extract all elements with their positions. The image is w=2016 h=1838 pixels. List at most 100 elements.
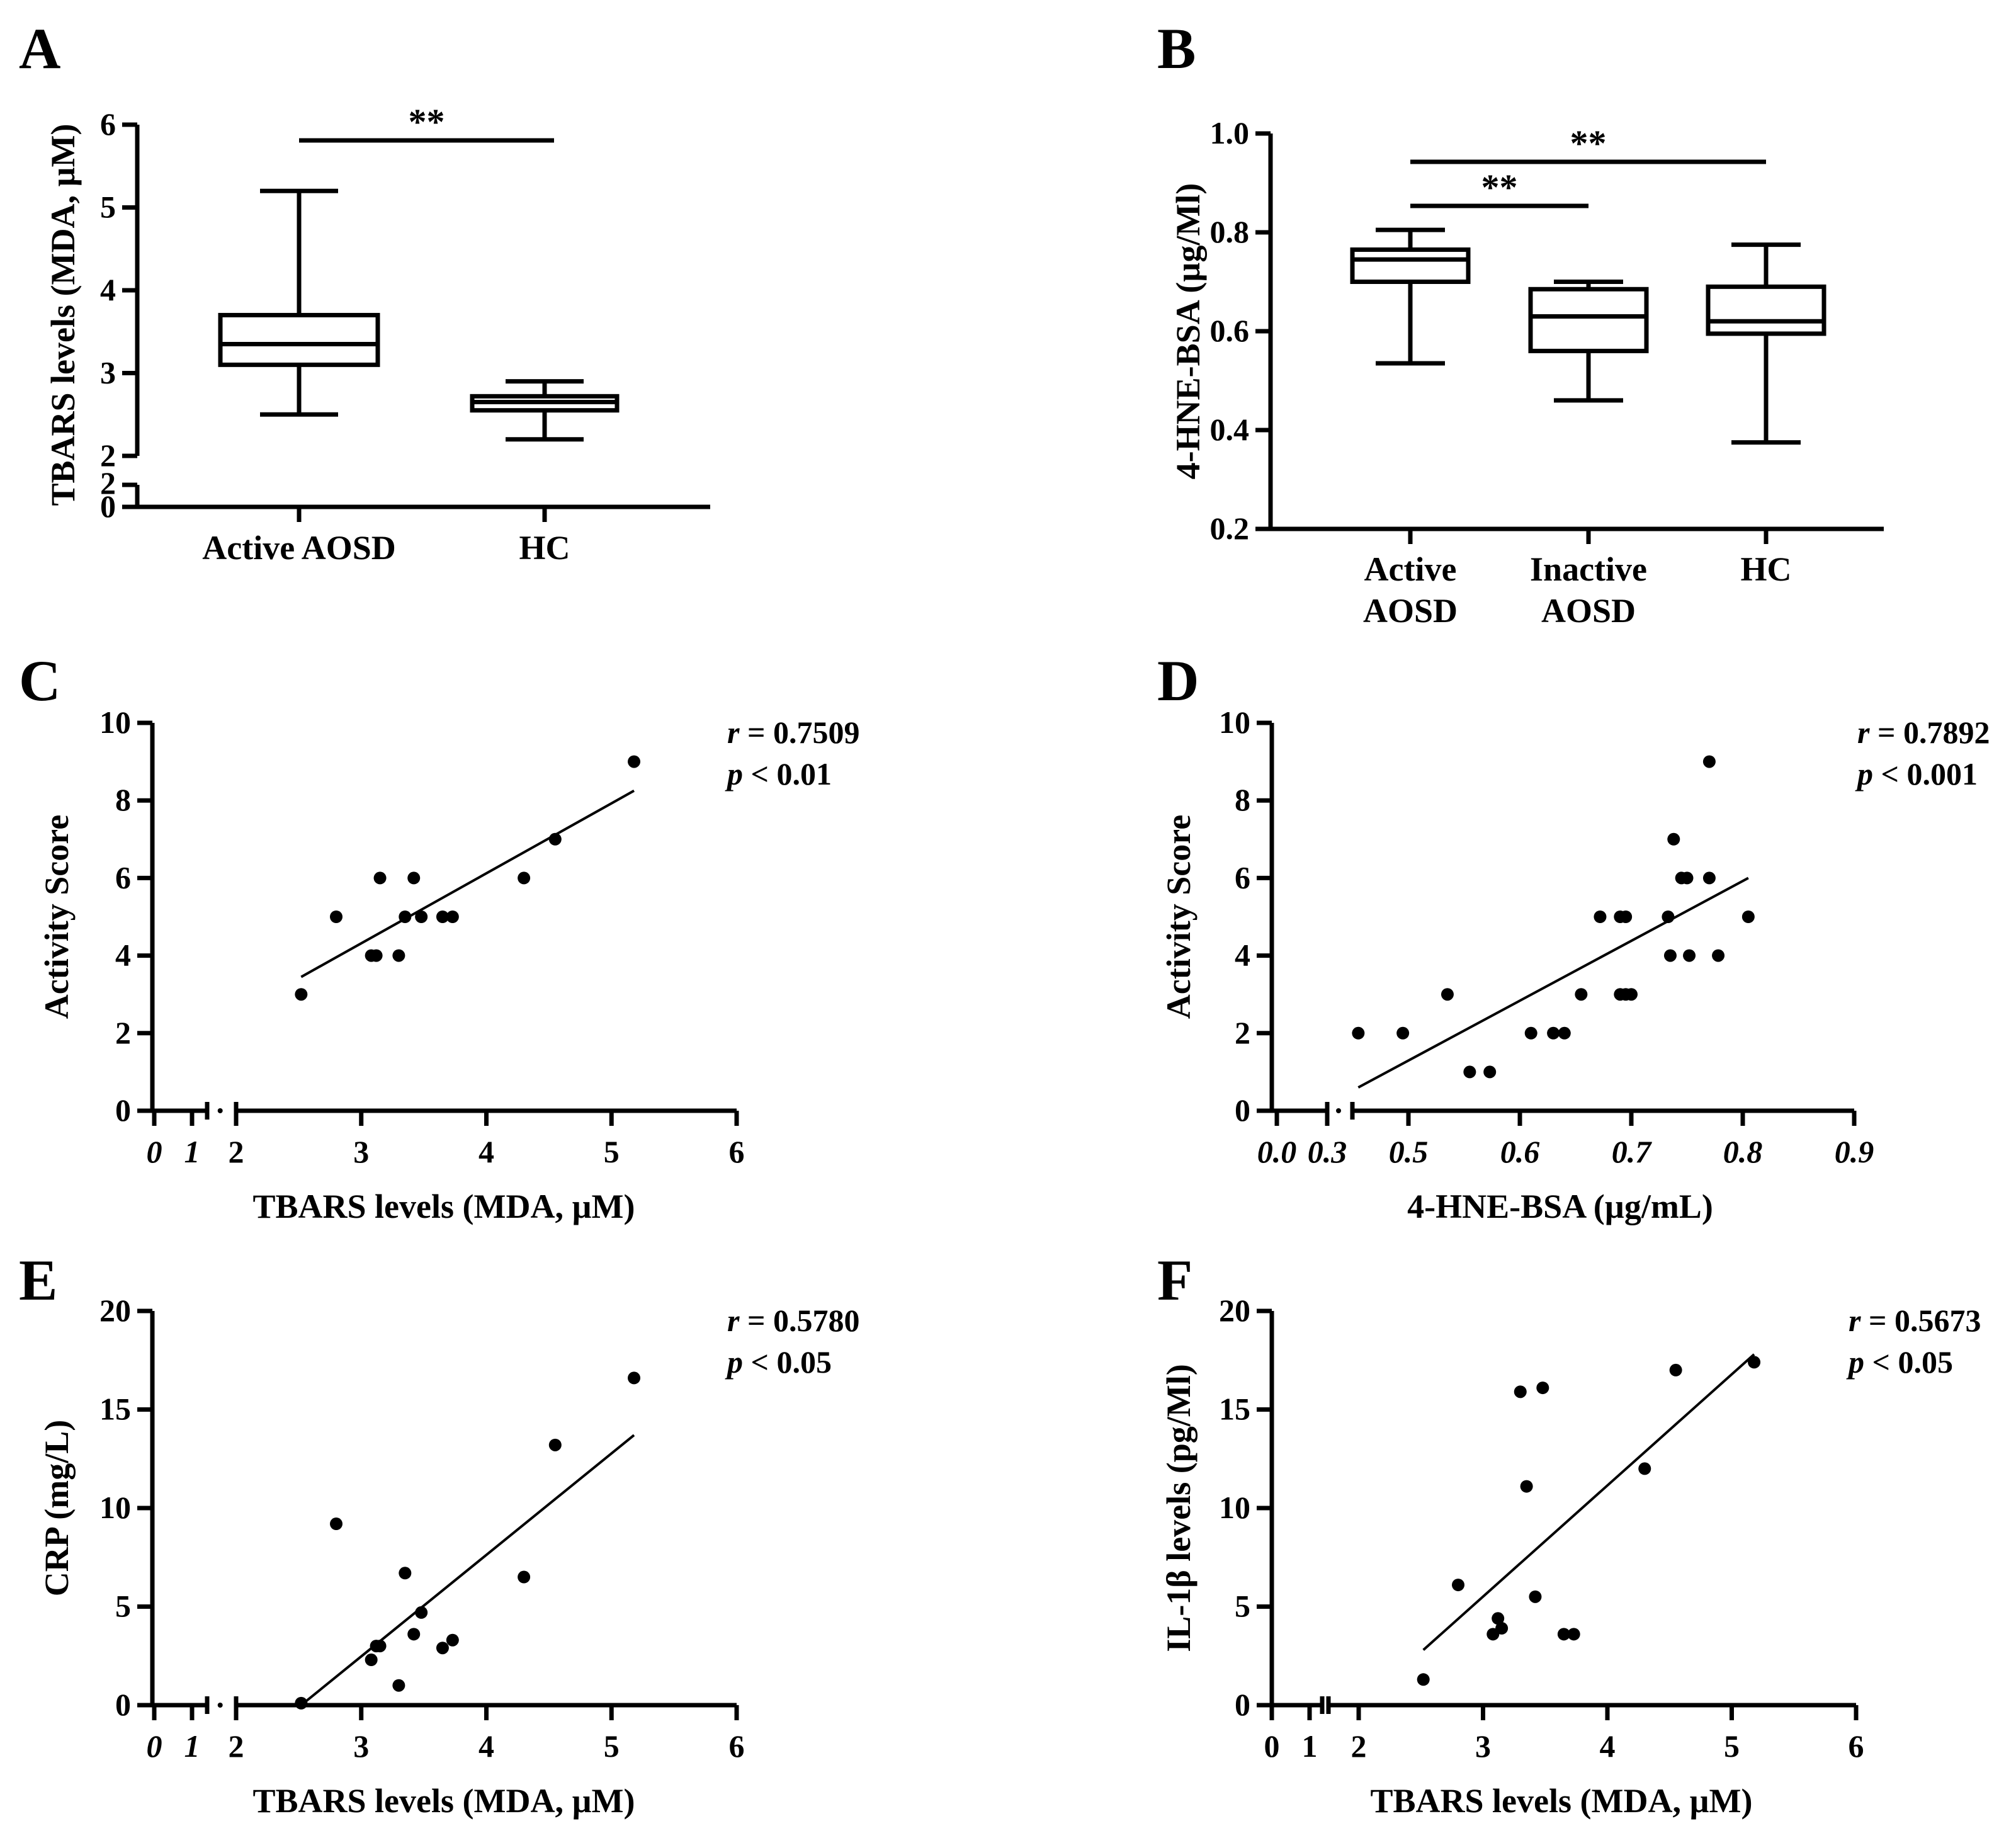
- scatter-point: [628, 755, 641, 768]
- x-tick-label: 0.8: [1723, 1134, 1763, 1169]
- box-iqr: [1528, 286, 1649, 353]
- x-tick-label: 5: [604, 1134, 620, 1169]
- y-tick-label: 6: [100, 106, 116, 142]
- x-tick-label: 4: [1600, 1728, 1616, 1764]
- panel-d: D 0 2 4 6 8 10 0.0 0.3 0.5 0.6 0.7 0.8 0.9 4-HNE-BSA …: [1157, 649, 1990, 1225]
- panel-a-letter: A: [19, 16, 60, 81]
- scatter-point: [1529, 1590, 1542, 1603]
- y-tick-label: 2: [1235, 1015, 1250, 1050]
- panel-b: B 0.2 0.4 0.6 0.8 1.0 Active AOSD Inactive AOSD H…: [1157, 16, 1884, 630]
- scatter-point: [399, 910, 412, 923]
- y-tick-label: 0: [100, 489, 116, 524]
- scatter-point: [330, 1517, 343, 1531]
- x-tick-label: 6: [1849, 1728, 1864, 1764]
- x-tick-label: 3: [353, 1134, 369, 1169]
- scatter-point: [436, 910, 449, 923]
- scatter-point: [436, 1642, 449, 1655]
- scatter-point: [1452, 1579, 1464, 1592]
- scatter-point: [1619, 910, 1633, 923]
- x-tick-label: 0: [147, 1728, 162, 1764]
- correlation-r: r = 0.5780: [727, 1303, 859, 1338]
- x-category-label: AOSD: [1541, 592, 1636, 630]
- regression-line: [1422, 1353, 1755, 1651]
- scatter-point: [628, 1371, 641, 1385]
- x-tick-label: 0.7: [1612, 1134, 1653, 1169]
- significance-bar-1-label: **: [1481, 167, 1518, 208]
- x-tick-label: 2: [1351, 1728, 1367, 1764]
- scatter-point: [1575, 988, 1588, 1001]
- scatter-point: [1594, 910, 1607, 923]
- scatter-point: [1680, 871, 1694, 885]
- scatter-point: [415, 1606, 428, 1619]
- scatter-point: [1463, 1065, 1476, 1079]
- scatter-point: [548, 1438, 562, 1451]
- y-axis-title: Activity Score: [1160, 815, 1198, 1019]
- box-0: [218, 188, 380, 417]
- y-tick-label: 2: [100, 438, 116, 473]
- y-tick-label: 10: [1219, 1490, 1250, 1525]
- y-tick-label: 6: [1235, 859, 1250, 895]
- x-tick-label: 0: [147, 1134, 162, 1169]
- scatter-point: [446, 910, 459, 923]
- x-tick-label: 2: [229, 1134, 244, 1169]
- x-axis-title: TBARS levels (MDA, µM): [1370, 1782, 1752, 1820]
- scatter-point: [1514, 1385, 1527, 1398]
- correlation-p: p < 0.05: [725, 1344, 832, 1380]
- box-iqr: [1706, 284, 1826, 336]
- scatter-point: [518, 1570, 531, 1584]
- box-iqr: [218, 312, 380, 367]
- scatter-point: [1524, 1026, 1537, 1040]
- scatter-point: [1702, 755, 1716, 768]
- axis-break-dot: [217, 1703, 223, 1708]
- correlation-p: p < 0.05: [1846, 1344, 1953, 1380]
- x-tick-label: 1: [1302, 1728, 1318, 1764]
- scatter-point: [1547, 1026, 1560, 1040]
- x-tick-label: 6: [729, 1728, 745, 1764]
- x-tick-label: 0.3: [1308, 1134, 1347, 1169]
- scatter-point: [1683, 949, 1696, 962]
- x-tick-label: 0.6: [1500, 1134, 1540, 1169]
- significance-bar-2-label: **: [1570, 123, 1607, 164]
- scatter-point: [295, 1696, 308, 1710]
- x-category-label: Active AOSD: [202, 529, 395, 567]
- y-tick-label: 15: [1219, 1392, 1250, 1427]
- y-tick-label: 8: [115, 782, 131, 817]
- scatter-point: [330, 910, 343, 923]
- x-tick-label: 4: [479, 1728, 494, 1764]
- x-tick-label: 3: [1475, 1728, 1491, 1764]
- x-category-label: HC: [1741, 550, 1792, 588]
- y-tick-label: 5: [115, 1589, 131, 1624]
- y-axis-title: Activity Score: [38, 815, 76, 1019]
- y-tick-label: 4: [100, 272, 116, 307]
- scatter-point: [1638, 1462, 1651, 1475]
- scatter-point: [518, 871, 531, 885]
- box-iqr: [1350, 247, 1471, 285]
- y-axis-title: CRP (mg/L): [38, 1420, 76, 1596]
- scatter-point: [1741, 910, 1755, 923]
- x-tick-label: 6: [729, 1134, 745, 1169]
- axis-break-dot: [217, 1108, 223, 1113]
- x-tick-label: 0: [1264, 1728, 1280, 1764]
- y-tick-label: 15: [99, 1392, 131, 1427]
- scatter-point: [1417, 1673, 1430, 1686]
- scatter-point: [373, 871, 387, 885]
- scatter-point: [1495, 1621, 1509, 1635]
- scatter-point: [1702, 871, 1716, 885]
- panel-c-letter: C: [19, 649, 60, 713]
- panel-b-letter: B: [1157, 16, 1196, 81]
- x-tick-label: 1: [184, 1728, 200, 1764]
- y-tick-label: 0.6: [1210, 313, 1250, 348]
- regression-line: [300, 790, 635, 979]
- scatter-point: [1520, 1480, 1533, 1493]
- scatter-point: [1441, 988, 1454, 1001]
- x-tick-label: 3: [353, 1728, 369, 1764]
- x-category-label: HC: [519, 529, 570, 567]
- x-category-label: Inactive: [1530, 550, 1647, 588]
- panel-f-letter: F: [1157, 1248, 1192, 1312]
- x-tick-label: 2: [229, 1728, 244, 1764]
- scatter-point: [1558, 1026, 1571, 1040]
- y-tick-label: 0: [115, 1092, 131, 1128]
- y-axis-title: 4-HNE-BSA (µg/Ml): [1169, 183, 1207, 480]
